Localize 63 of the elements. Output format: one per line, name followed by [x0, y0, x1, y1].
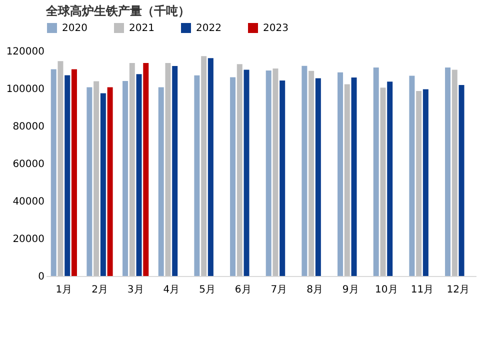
legend-label: 2023	[263, 23, 288, 34]
x-tick-label: 4月	[163, 284, 180, 296]
y-tick-label: 80000	[12, 122, 44, 132]
bar	[50, 69, 56, 276]
bar	[201, 56, 207, 276]
bar	[230, 77, 236, 276]
x-tick-label: 11月	[410, 284, 434, 296]
bar	[107, 87, 113, 276]
bar	[208, 58, 214, 276]
bar	[122, 81, 128, 276]
bar	[458, 84, 464, 276]
x-tick-label: 7月	[270, 284, 288, 296]
bar	[308, 70, 314, 276]
bar	[344, 84, 350, 276]
bar	[338, 72, 344, 276]
chart-title: 全球高炉生铁产量（千吨）	[45, 4, 190, 18]
legend-label: 2020	[62, 23, 88, 34]
bar	[236, 64, 242, 276]
bar	[165, 63, 171, 276]
bar	[387, 82, 393, 276]
bar	[143, 63, 149, 276]
bar	[58, 61, 64, 276]
bar	[100, 93, 106, 276]
x-tick-label: 6月	[234, 284, 252, 296]
bar	[86, 87, 92, 276]
bar	[71, 69, 77, 276]
bar	[280, 80, 286, 276]
x-tick-label: 10月	[375, 284, 398, 296]
bar	[172, 66, 178, 276]
x-tick-label: 1月	[56, 284, 72, 296]
bar	[272, 68, 278, 276]
bar	[351, 77, 357, 276]
y-tick-label: 100000	[6, 84, 44, 95]
y-tick-label: 120000	[6, 46, 44, 58]
bar	[266, 70, 272, 276]
x-tick-label: 5月	[199, 284, 216, 296]
bar	[136, 74, 142, 276]
bar	[452, 70, 458, 276]
x-tick-label: 3月	[127, 284, 144, 296]
bar	[416, 90, 422, 276]
bar	[129, 63, 135, 276]
bar	[315, 78, 321, 276]
bar	[302, 66, 308, 276]
y-tick-label: 20000	[12, 234, 44, 245]
y-tick-label: 60000	[12, 159, 44, 170]
x-tick-label: 9月	[342, 284, 359, 296]
legend-label: 2021	[129, 23, 154, 34]
x-tick-label: 12月	[446, 284, 470, 296]
bar	[94, 81, 100, 276]
bar	[380, 88, 386, 276]
y-tick-label: 0	[38, 272, 44, 282]
bar	[373, 68, 379, 276]
bar	[244, 70, 250, 276]
bar	[445, 68, 451, 276]
y-tick-label: 40000	[12, 196, 44, 208]
x-tick-label: 2月	[92, 284, 108, 296]
bar	[422, 89, 428, 276]
legend-label: 2022	[196, 23, 222, 34]
x-tick-label: 8月	[306, 284, 323, 296]
bar	[158, 87, 164, 276]
bar	[194, 75, 200, 276]
bar	[64, 75, 70, 276]
bar	[409, 76, 415, 276]
